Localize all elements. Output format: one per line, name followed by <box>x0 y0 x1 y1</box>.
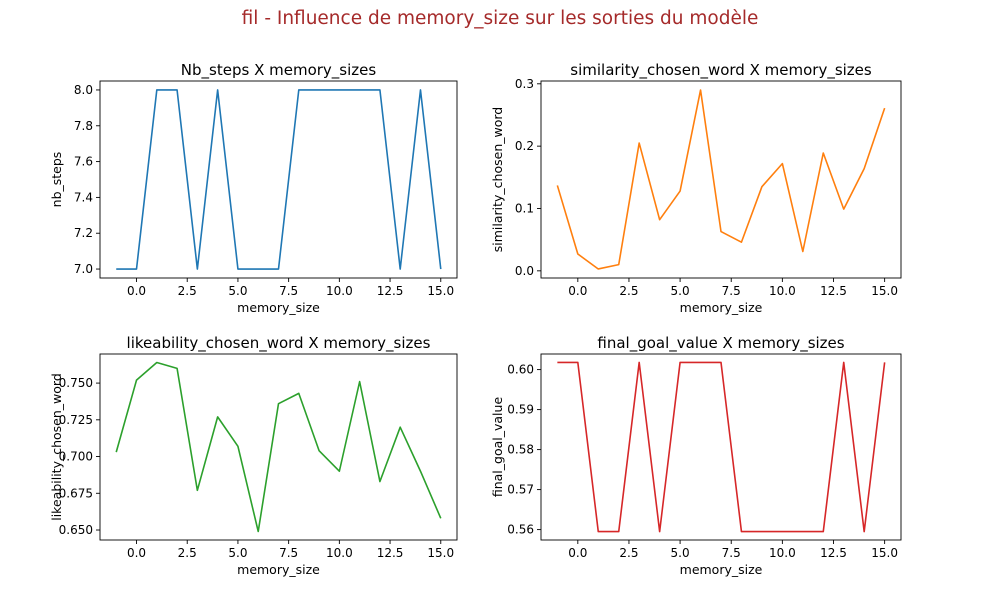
y-tick-label: 0.57 <box>507 483 534 497</box>
y-tick-label: 0.3 <box>515 77 534 91</box>
y-tick-label: 7.2 <box>74 226 93 240</box>
y-tick-label: 7.0 <box>74 262 93 276</box>
y-tick-label: 0.56 <box>507 523 534 537</box>
y-tick-label: 0.58 <box>507 443 534 457</box>
y-tick-label: 7.6 <box>74 155 93 169</box>
x-tick-label: 5.0 <box>671 284 690 298</box>
x-tick-label: 0.0 <box>568 284 587 298</box>
y-tick-label: 0.0 <box>515 264 534 278</box>
x-tick-label: 7.5 <box>722 284 741 298</box>
y-axis-label: similarity_chosen_word <box>490 107 505 252</box>
x-axis-label: memory_size <box>237 562 320 577</box>
x-tick-label: 12.5 <box>820 284 847 298</box>
x-tick-label: 10.0 <box>769 546 796 560</box>
x-tick-label: 10.0 <box>769 284 796 298</box>
y-tick-label: 0.650 <box>59 523 93 537</box>
y-tick-label: 0.59 <box>507 403 534 417</box>
x-tick-label: 0.0 <box>568 546 587 560</box>
y-tick-label: 0.725 <box>59 413 93 427</box>
x-tick-label: 2.5 <box>178 546 197 560</box>
subplot-1: 0.0 2.5 5.0 7.5 10.0 12.5 15.0 7.0 7.2 7.4 7.6 7.8 8… <box>49 61 458 315</box>
axes-frame <box>99 80 458 279</box>
y-tick-label: 0.1 <box>515 201 534 215</box>
series-line <box>556 89 886 270</box>
series-line <box>116 89 442 270</box>
x-tick-label: 5.0 <box>228 546 247 560</box>
x-tick-label: 12.5 <box>377 546 404 560</box>
x-tick-label: 15.0 <box>427 546 454 560</box>
x-tick-label: 7.5 <box>722 546 741 560</box>
y-axis-label: likeability_chosen_word <box>49 373 64 521</box>
axes-frame <box>540 80 902 279</box>
subplot-title: likeability_chosen_word X memory_sizes <box>127 334 431 353</box>
series-line <box>557 361 886 533</box>
y-tick-label: 8.0 <box>74 83 93 97</box>
x-axis-label: memory_size <box>680 300 763 315</box>
x-tick-label: 10.0 <box>326 284 353 298</box>
x-tick-label: 2.5 <box>619 546 638 560</box>
y-tick-label: 0.2 <box>515 139 534 153</box>
x-tick-label: 10.0 <box>326 546 353 560</box>
x-tick-label: 2.5 <box>619 284 638 298</box>
y-tick-label: 0.675 <box>59 486 93 500</box>
subplot-title: final_goal_value X memory_sizes <box>597 334 844 353</box>
subplot-4: 0.0 2.5 5.0 7.5 10.0 12.5 15.0 0.56 0.57 0.58 0.59… <box>490 334 902 577</box>
axes-frame <box>540 353 902 541</box>
y-tick-label: 7.8 <box>74 119 93 133</box>
x-tick-label: 15.0 <box>871 546 898 560</box>
x-tick-label: 7.5 <box>279 284 298 298</box>
x-tick-label: 7.5 <box>279 546 298 560</box>
x-tick-label: 12.5 <box>377 284 404 298</box>
axes-frame <box>99 353 458 541</box>
subplot-title: similarity_chosen_word X memory_sizes <box>570 61 872 80</box>
x-tick-label: 15.0 <box>427 284 454 298</box>
x-tick-label: 5.0 <box>228 284 247 298</box>
y-tick-label: 0.750 <box>59 376 93 390</box>
figure-title: fil - Influence de memory_size sur les s… <box>241 8 759 29</box>
subplot-title: Nb_steps X memory_sizes <box>181 61 377 80</box>
x-tick-label: 0.0 <box>127 284 146 298</box>
x-axis-label: memory_size <box>237 300 320 315</box>
x-axis-label: memory_size <box>680 562 763 577</box>
subplot-2: 0.0 2.5 5.0 7.5 10.0 12.5 15.0 0.0 0.1 0.2 0.3 simi… <box>490 61 902 315</box>
series-line <box>115 361 442 533</box>
x-tick-label: 5.0 <box>671 546 690 560</box>
y-axis-label: nb_steps <box>49 152 64 208</box>
subplot-3: 0.0 2.5 5.0 7.5 10.0 12.5 15.0 0.650 0.675 0.700 0… <box>49 334 458 577</box>
y-tick-label: 0.60 <box>507 363 534 377</box>
y-tick-label: 7.4 <box>74 190 93 204</box>
x-tick-label: 0.0 <box>127 546 146 560</box>
x-tick-label: 2.5 <box>178 284 197 298</box>
x-tick-label: 15.0 <box>871 284 898 298</box>
x-tick-label: 12.5 <box>820 546 847 560</box>
y-axis-label: final_goal_value <box>490 397 505 498</box>
y-tick-label: 0.700 <box>59 450 93 464</box>
